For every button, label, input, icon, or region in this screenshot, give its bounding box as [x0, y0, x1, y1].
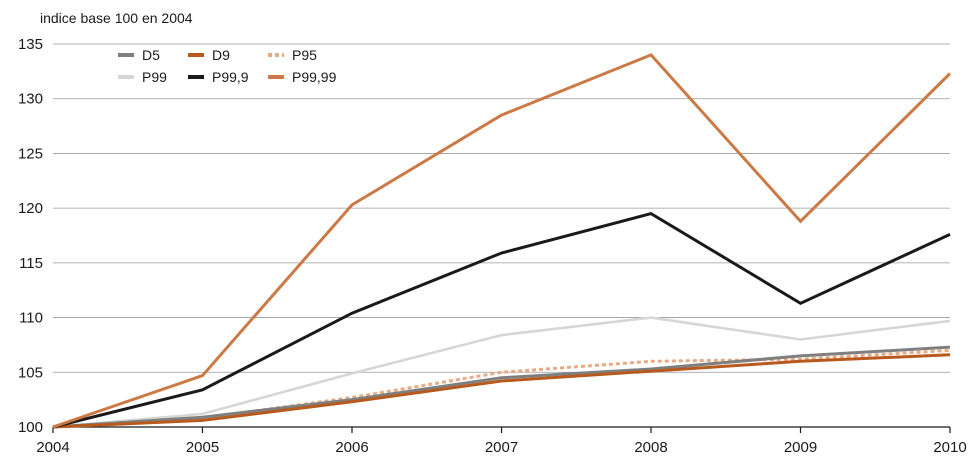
legend-label: P99,99: [292, 69, 337, 85]
y-tick-label: 110: [19, 310, 43, 327]
x-tick-label: 2005: [186, 439, 219, 456]
series-line-d5: [52, 345, 951, 429]
x-tick-label: 2008: [634, 439, 667, 456]
y-tick-label: 100: [18, 419, 43, 436]
legend-label: P99,9: [212, 69, 249, 85]
y-tick-label: 105: [18, 364, 43, 381]
y-tick-label: 135: [18, 36, 43, 53]
legend-label: D9: [212, 47, 230, 63]
legend-label: P99: [142, 69, 167, 85]
series-line-p99-99: [52, 53, 952, 429]
axes: 100 105 110 115 120 125 130 135 2004 2005 2006 2007…: [18, 36, 967, 456]
series-line-p99: [52, 316, 951, 429]
x-tick-label: 2010: [933, 439, 966, 456]
x-tick-label: 2006: [335, 439, 368, 456]
gridlines: [53, 43, 950, 373]
series-line-d9: [52, 353, 951, 429]
x-tick-label: 2007: [485, 439, 518, 456]
y-tick-label: 130: [18, 91, 43, 108]
legend-label: D5: [142, 47, 160, 63]
y-tick-label: 125: [18, 145, 43, 162]
series-lines: [52, 53, 952, 429]
x-tick-label: 2004: [36, 439, 69, 456]
legend: D5 D9 P95 P99 P99,9 P99,99: [118, 47, 337, 85]
x-tick-label: 2009: [784, 439, 817, 456]
y-axis-unit-label: indice base 100 en 2004: [40, 10, 193, 26]
y-tick-label: 120: [18, 200, 43, 217]
series-line-p99-9: [52, 211, 951, 429]
y-tick-label: 115: [19, 255, 43, 272]
legend-label: P95: [292, 47, 317, 63]
